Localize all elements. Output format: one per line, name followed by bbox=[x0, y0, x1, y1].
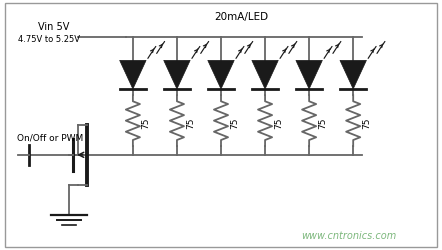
Text: www.cntronics.com: www.cntronics.com bbox=[301, 231, 396, 241]
Polygon shape bbox=[296, 60, 322, 89]
Text: 20mA/LED: 20mA/LED bbox=[214, 12, 268, 22]
Polygon shape bbox=[164, 60, 190, 89]
Polygon shape bbox=[340, 60, 366, 89]
Text: 75: 75 bbox=[318, 118, 327, 129]
Text: 75: 75 bbox=[362, 118, 371, 129]
Text: 75: 75 bbox=[142, 118, 151, 129]
Polygon shape bbox=[120, 60, 146, 89]
Text: 75: 75 bbox=[230, 118, 239, 129]
Text: Vin 5V: Vin 5V bbox=[38, 22, 69, 32]
Text: 4.75V to 5.25V: 4.75V to 5.25V bbox=[18, 35, 80, 44]
Text: On/Off or PWM: On/Off or PWM bbox=[17, 134, 84, 142]
Text: 75: 75 bbox=[274, 118, 283, 129]
Polygon shape bbox=[252, 60, 278, 89]
Text: 75: 75 bbox=[186, 118, 195, 129]
Polygon shape bbox=[208, 60, 234, 89]
